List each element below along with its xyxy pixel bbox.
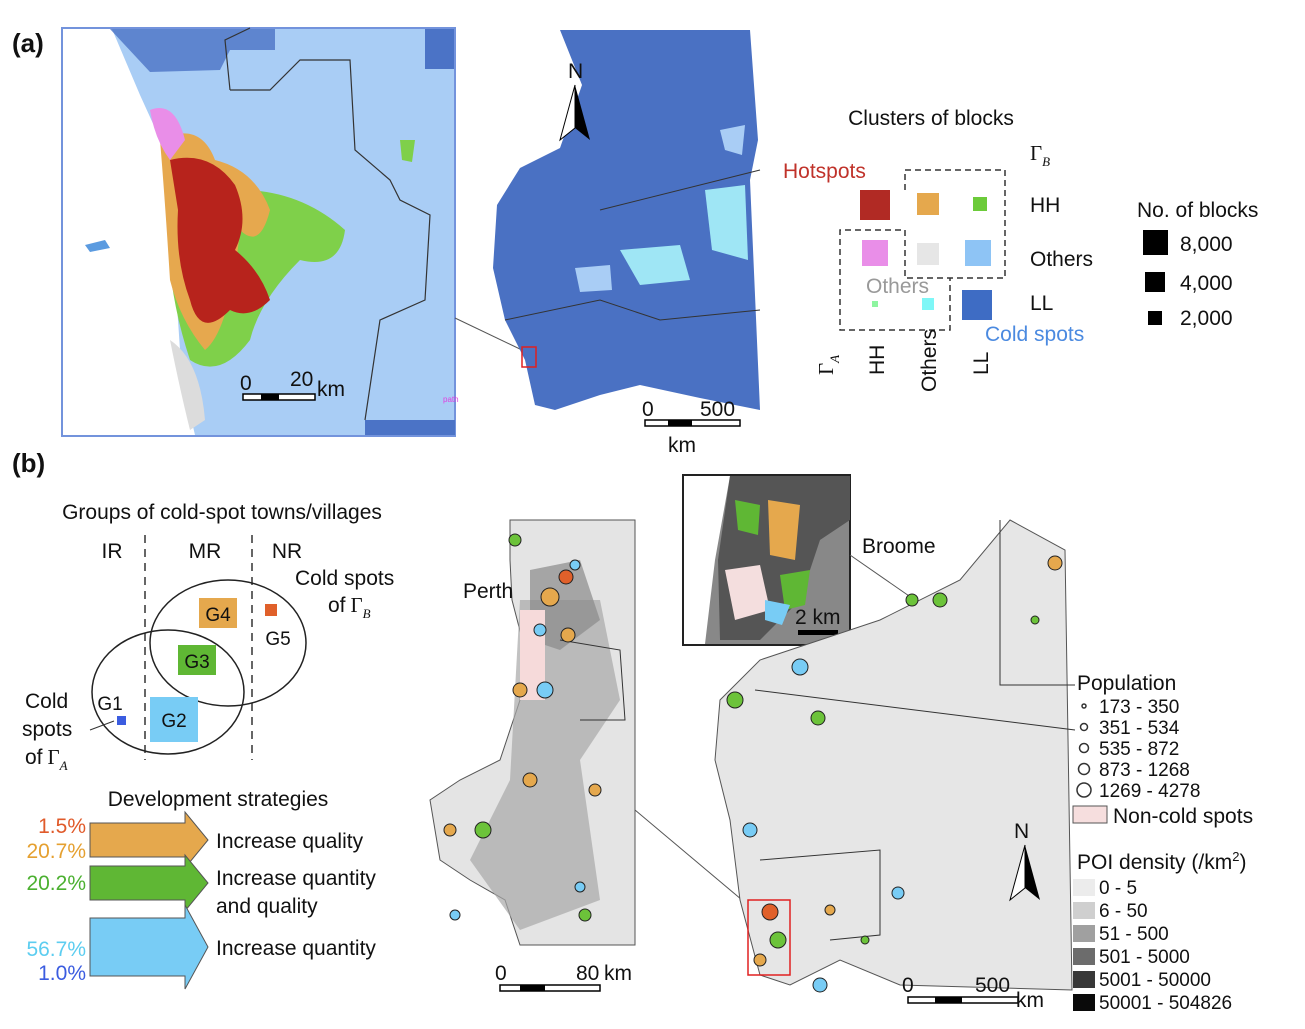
- scale-label: 0: [902, 974, 914, 997]
- panel-label: (b): [12, 448, 45, 478]
- column-label: LL: [970, 352, 993, 375]
- strategy-label: Increase quality: [216, 830, 364, 853]
- row-label: Others: [1030, 248, 1093, 271]
- column-label: HH: [866, 345, 889, 375]
- cold-spots-label: Cold spots: [985, 323, 1084, 346]
- cold-a-label: spots: [22, 718, 72, 741]
- city-label: Perth: [463, 580, 513, 603]
- inset-map-b: 2 km: [682, 474, 851, 646]
- percent-label: 56.7%: [26, 938, 86, 961]
- strategies: Development strategies 1.5% 20.7% 20.2% …: [26, 788, 376, 990]
- inset-map-a: 0 20 km path: [61, 27, 459, 437]
- north-label: N: [1014, 820, 1029, 843]
- cold-a-label: Cold: [25, 690, 68, 713]
- population-legend: Population 173 - 350 351 - 534 535 - 872…: [1072, 672, 1253, 828]
- scale-unit: km: [317, 378, 345, 401]
- map-note: path: [443, 395, 459, 404]
- scale-label: 20: [290, 368, 313, 391]
- row-label: HH: [1030, 194, 1060, 217]
- cold-a-label: of ΓA: [25, 745, 68, 773]
- legend-title: Population: [1077, 672, 1176, 695]
- legend-item: 0 - 5: [1099, 878, 1137, 899]
- cluster-legend: Clusters of blocks ΓB Hotspots HH Others…: [783, 107, 1093, 392]
- city-label: Broome: [862, 535, 936, 558]
- scale-label: 500: [975, 974, 1010, 997]
- region-label: NR: [272, 540, 302, 563]
- region-label: MR: [189, 540, 222, 563]
- scale-unit: km: [604, 962, 632, 985]
- group-label: G1: [97, 694, 122, 715]
- gamma-label: ΓB: [1030, 141, 1050, 169]
- strategy-label: and quality: [216, 895, 318, 918]
- scale-label: 500: [700, 398, 735, 421]
- strategies-title: Development strategies: [108, 788, 329, 811]
- percent-label: 20.7%: [26, 840, 86, 863]
- group-label: G4: [205, 605, 231, 626]
- scale-unit: km: [1016, 989, 1044, 1012]
- panel-label: (a): [12, 28, 44, 58]
- legend-title: Clusters of blocks: [848, 107, 1014, 130]
- percent-label: 1.5%: [38, 815, 86, 838]
- cold-b-label: Cold spots: [295, 567, 394, 590]
- others-label: Others: [866, 275, 929, 298]
- legend-item: Non-cold spots: [1113, 805, 1253, 828]
- legend-item: 8,000: [1180, 233, 1233, 256]
- legend-item: 873 - 1268: [1099, 760, 1190, 781]
- group-label: G2: [161, 711, 186, 732]
- left-map-b: Perth 0 80 km: [429, 519, 636, 992]
- region-label: IR: [102, 540, 123, 563]
- scale-label: 0: [642, 398, 654, 421]
- hotspots-label: Hotspots: [783, 160, 866, 183]
- legend-title: No. of blocks: [1137, 199, 1258, 222]
- gamma-label: ΓA: [814, 355, 842, 375]
- percent-label: 1.0%: [38, 962, 86, 985]
- legend-item: 351 - 534: [1099, 718, 1180, 739]
- scale-label: 80: [576, 962, 599, 985]
- cold-b-label: of ΓB: [328, 593, 371, 621]
- legend-item: 50001 - 504826: [1099, 993, 1232, 1014]
- legend-item: 6 - 50: [1099, 901, 1148, 922]
- groups-title: Groups of cold-spot towns/villages: [62, 501, 382, 524]
- legend-item: 2,000: [1180, 307, 1233, 330]
- groups-diagram: Groups of cold-spot towns/villages IR MR…: [22, 501, 394, 773]
- poi-legend: POI density (/km2) 0 - 5 6 - 50 51 - 500…: [1073, 849, 1246, 1014]
- legend-item: 4,000: [1180, 272, 1233, 295]
- row-label: LL: [1030, 292, 1053, 315]
- column-label: Others: [918, 329, 941, 392]
- right-map-b: N 0 500 km: [714, 519, 1076, 1012]
- legend-item: 5001 - 50000: [1099, 970, 1211, 991]
- legend-item: 535 - 872: [1099, 739, 1179, 760]
- group-label: G3: [184, 652, 209, 673]
- legend-item: 1269 - 4278: [1099, 781, 1200, 802]
- legend-title: POI density (/km2): [1077, 849, 1246, 874]
- north-label: N: [568, 60, 583, 83]
- size-legend: No. of blocks 8,000 4,000 2,000: [1137, 199, 1258, 330]
- scale-label: 0: [495, 962, 507, 985]
- strategy-label: Increase quantity: [216, 937, 376, 960]
- scale-label: 0: [240, 372, 252, 395]
- wa-map-a: N 0 500 km: [493, 30, 761, 457]
- group-label: G5: [265, 629, 290, 650]
- legend-item: 173 - 350: [1099, 697, 1179, 718]
- scale-label: 2 km: [795, 606, 841, 629]
- legend-item: 501 - 5000: [1099, 947, 1190, 968]
- scale-unit: km: [668, 434, 696, 457]
- legend-item: 51 - 500: [1099, 924, 1169, 945]
- percent-label: 20.2%: [26, 872, 86, 895]
- strategy-label: Increase quantity: [216, 867, 376, 890]
